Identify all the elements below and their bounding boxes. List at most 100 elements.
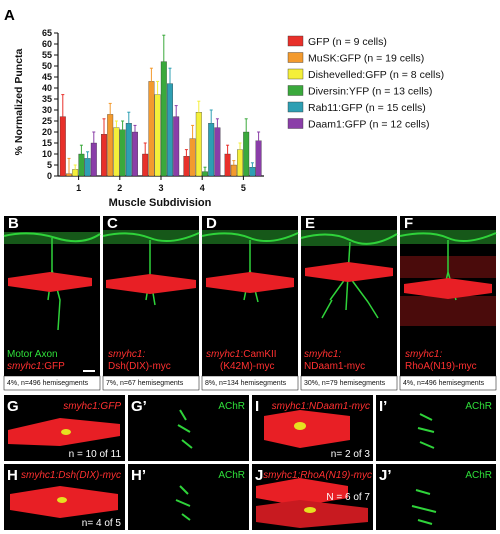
label-b-rest: :GFP: [41, 361, 65, 372]
y-tick-label: 60: [42, 39, 52, 49]
panel-g: G smyhc1:GFP n = 10 of 11: [4, 395, 125, 461]
caption-b: 4%, n=496 hemisegments: [7, 380, 89, 387]
micrograph-g-prime: [128, 395, 249, 461]
label-b-italic: smyhc1: [7, 361, 41, 372]
caption-box: [3, 375, 101, 391]
label-f-line1: smyhc1:: [405, 349, 442, 360]
bar: [148, 81, 155, 177]
legend-swatch: [287, 101, 304, 113]
caption-f: 4%, n=496 hemisegments: [403, 380, 485, 387]
label-h: smyhc1:Dsh(DIX)-myc: [21, 470, 121, 481]
x-tick-label: 1: [76, 183, 81, 193]
label-motor-axon: Motor Axon: [7, 349, 58, 360]
bar: [107, 114, 114, 177]
caption-box: [399, 375, 497, 391]
label-g-prime: AChR: [218, 401, 245, 412]
bar: [167, 83, 173, 177]
bar: [125, 123, 132, 177]
bar: [249, 167, 256, 177]
panel-letter-g: G: [7, 398, 19, 415]
panel-i-prime: I’ AChR: [376, 395, 496, 461]
label-i: smyhc1:NDaam1-myc: [272, 401, 370, 412]
bar: [202, 171, 208, 177]
bar: [90, 142, 97, 177]
legend-entry: Dishevelled:GFP (n = 8 cells): [308, 69, 444, 81]
synapse-spot: [57, 497, 67, 503]
caption-d: 8%, n=134 hemisegments: [205, 380, 287, 387]
bar: [160, 61, 167, 177]
y-tick-label: 5: [47, 160, 52, 170]
panel-f: F smyhc1: RhoA(N19)-myc 4%, n=496 hemise…: [399, 215, 497, 391]
panel-e: E smyhc1: NDaam1-myc 30%, n=79 hemisegme…: [300, 215, 398, 391]
bar: [243, 131, 250, 177]
panel-letter-b: B: [8, 215, 19, 232]
panel-letter-c: C: [107, 215, 118, 232]
motor-axon: [3, 232, 101, 243]
legend-entry: GFP (n = 9 cells): [308, 36, 387, 48]
bar: [255, 140, 262, 177]
panel-h-prime: H’ AChR: [128, 464, 249, 530]
synapse-spot: [61, 429, 71, 435]
label-g: smyhc1:GFP: [63, 401, 121, 412]
panel-letter-j-prime: J’: [379, 467, 392, 484]
bar: [208, 123, 215, 177]
label-i-prime: AChR: [465, 401, 492, 412]
y-tick-label: 0: [47, 171, 52, 181]
bar: [132, 131, 138, 177]
legend-swatch: [287, 68, 304, 80]
label-c-line1: smyhc1:: [108, 349, 145, 360]
legend-swatch: [287, 52, 304, 63]
panel-h: H smyhc1:Dsh(DIX)-myc n= 4 of 5: [4, 464, 125, 530]
bar: [230, 164, 237, 177]
panel-d: D smyhc1:CamKII (K42M)-myc 8%, n=134 hem…: [201, 215, 299, 391]
panel-c: C smyhc1: Dsh(DIX)-myc 7%, n=67 hemisegm…: [102, 215, 200, 391]
achr-clusters: [177, 409, 193, 449]
muscle-fiber: [264, 410, 350, 448]
panel-i: I smyhc1:NDaam1-myc n= 2 of 3: [252, 395, 373, 461]
motor-axon: [399, 232, 497, 243]
muscle-fiber: [106, 274, 196, 294]
label-d-italic: smyhc1: [206, 349, 240, 360]
legend-swatch: [287, 85, 304, 96]
legend-entry: Daam1:GFP (n = 12 cells): [308, 119, 429, 131]
y-tick-label: 65: [42, 28, 52, 38]
muscle-fiber: [305, 262, 393, 282]
y-tick-label: 20: [42, 127, 52, 137]
panel-letter-j: J: [255, 467, 263, 484]
bar: [78, 153, 85, 177]
panel-letter-a: A: [4, 7, 15, 24]
synapse-spot: [304, 507, 316, 513]
achr-clusters: [175, 485, 191, 521]
bar: [113, 127, 120, 177]
bar: [214, 127, 221, 177]
label-j: smyhc1:RhoA(N19)-myc: [263, 470, 372, 481]
micrograph-c: [103, 216, 199, 390]
bars: [59, 34, 262, 177]
synapse-spot: [294, 422, 306, 430]
x-axis: 1 2 3 4 5: [58, 175, 264, 193]
x-tick-label: 3: [158, 183, 163, 193]
muscle-fiber: [8, 272, 92, 292]
bar: [59, 116, 66, 177]
fiber-band-bottom: [400, 296, 496, 326]
y-tick-label: 15: [42, 138, 52, 148]
legend: GFP (n = 9 cells) MuSK:GFP (n = 19 cells)…: [287, 35, 444, 131]
count-i: n= 2 of 3: [331, 449, 371, 460]
panel-a: A % Normalized Puncta 051015202530354045…: [4, 7, 444, 209]
label-h-prime: AChR: [218, 470, 245, 481]
x-tick-label: 2: [117, 183, 122, 193]
micrograph-i-prime: [376, 395, 496, 461]
panel-letter-f: F: [404, 215, 413, 232]
panel-letter-h-prime: H’: [131, 467, 146, 484]
bar: [224, 153, 231, 177]
scale-bar: [83, 370, 95, 372]
panel-letter-i: I: [255, 398, 259, 415]
label-d-line2: (K42M)-myc: [220, 361, 274, 372]
panel-letter-g-prime: G’: [131, 398, 147, 415]
legend-swatch: [287, 35, 304, 47]
panel-letter-d: D: [206, 215, 217, 232]
count-j: N = 6 of 7: [326, 492, 370, 503]
label-d-line1: smyhc1:CamKII: [206, 349, 277, 360]
axon-band: [103, 230, 199, 244]
